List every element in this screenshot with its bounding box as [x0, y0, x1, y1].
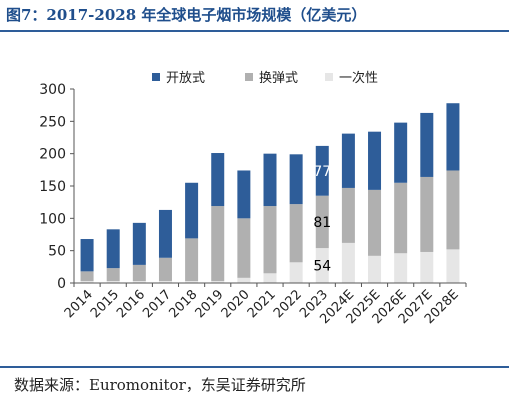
bar-2027E-换弹式: [420, 176, 434, 252]
title-divider: [0, 30, 509, 32]
y-tick-label: 200: [39, 147, 66, 163]
bar-series: [80, 103, 460, 283]
bar-2028E-换弹式: [446, 170, 460, 250]
legend-item: 换弹式: [245, 71, 298, 86]
bar-2026E-换弹式: [394, 182, 408, 254]
bar-2028E-开放式: [446, 103, 460, 171]
bar-2027E-一次性: [420, 251, 434, 283]
legend-swatch: [152, 73, 160, 81]
bar-2020-开放式: [237, 170, 251, 219]
data-labels: 54 81 77: [313, 164, 331, 275]
x-tick-label: 2016: [114, 287, 148, 321]
data-label: 81: [313, 215, 331, 231]
x-tick-label: 2019: [193, 287, 227, 321]
bar-2024E-一次性: [341, 242, 355, 283]
source-divider: [0, 366, 509, 368]
bar-2024E-换弹式: [341, 187, 355, 243]
bar-2021-一次性: [263, 273, 277, 283]
bar-2016-一次性: [132, 281, 146, 283]
bar-2025E-一次性: [368, 255, 382, 283]
bar-2024E-开放式: [341, 133, 355, 188]
legend-item: 开放式: [152, 71, 205, 86]
bar-2017-开放式: [158, 209, 172, 258]
y-tick-label: 250: [39, 114, 66, 130]
legend-label: 开放式: [166, 71, 205, 86]
bar-2023-换弹式: [315, 195, 329, 249]
bar-2017-换弹式: [158, 257, 172, 282]
legend-swatch: [325, 73, 333, 81]
bar-2027E-开放式: [420, 112, 434, 177]
chart-legend: 开放式 换弹式 一次性: [152, 70, 378, 86]
bar-2022-换弹式: [289, 204, 303, 263]
bar-2021-换弹式: [263, 206, 277, 274]
bar-2025E-换弹式: [368, 189, 382, 256]
x-axis: 2014201520162017201820192020202120222023…: [62, 282, 467, 327]
bar-2016-开放式: [132, 222, 146, 265]
x-tick-label: 2020: [219, 287, 253, 321]
bar-2018-换弹式: [185, 238, 199, 282]
bar-2023-一次性: [315, 248, 329, 283]
bar-2020-一次性: [237, 277, 251, 283]
bar-2025E-开放式: [368, 131, 382, 190]
bar-2018-开放式: [185, 182, 199, 239]
legend-label: 一次性: [339, 70, 378, 86]
bar-2028E-一次性: [446, 249, 460, 283]
legend-item: 一次性: [325, 70, 378, 86]
x-tick-label: 2015: [88, 287, 122, 321]
bar-2022-一次性: [289, 262, 303, 283]
bar-2019-一次性: [211, 281, 225, 283]
y-axis: 0 50 100 150 200 250 300: [39, 82, 75, 292]
bar-2026E-一次性: [394, 253, 408, 283]
bar-2014-一次性: [80, 281, 94, 283]
x-tick-label: 2014: [62, 287, 96, 321]
x-tick-label: 2017: [140, 287, 174, 321]
y-tick-label: 300: [39, 82, 66, 98]
bar-2015-开放式: [106, 229, 120, 269]
legend-label: 换弹式: [259, 71, 298, 86]
y-tick-label: 50: [48, 244, 66, 260]
bar-2021-开放式: [263, 153, 277, 207]
bar-2015-换弹式: [106, 268, 120, 282]
legend-swatch: [245, 73, 253, 81]
y-tick-label: 0: [57, 276, 66, 292]
bar-2014-开放式: [80, 239, 94, 272]
figure-title: 图7：2017-2028 年全球电子烟市场规模（亿美元）: [6, 6, 367, 24]
y-tick-label: 150: [39, 179, 66, 195]
bar-2026E-开放式: [394, 122, 408, 183]
bar-2023-开放式: [315, 145, 329, 196]
bar-2017-一次性: [158, 281, 172, 283]
x-tick-label: 2021: [245, 287, 279, 321]
bar-2015-一次性: [106, 281, 120, 283]
bar-2019-换弹式: [211, 206, 225, 282]
data-label: 54: [313, 259, 331, 275]
bar-2018-一次性: [185, 281, 199, 283]
bar-2014-换弹式: [80, 271, 94, 282]
source-note: 数据来源：Euromonitor，东吴证券研究所: [14, 376, 306, 394]
x-tick-label: 2022: [271, 287, 305, 321]
bar-2022-开放式: [289, 154, 303, 205]
bar-2016-换弹式: [132, 264, 146, 282]
bar-2020-换弹式: [237, 218, 251, 278]
x-tick-label: 2018: [166, 287, 200, 321]
stacked-bar-chart: 开放式 换弹式 一次性 0 50 100 150 200 250 300 54 81 77 2014…: [39, 70, 467, 327]
bar-2019-开放式: [211, 153, 225, 207]
data-label: 77: [313, 164, 331, 180]
y-tick-label: 100: [39, 211, 66, 227]
